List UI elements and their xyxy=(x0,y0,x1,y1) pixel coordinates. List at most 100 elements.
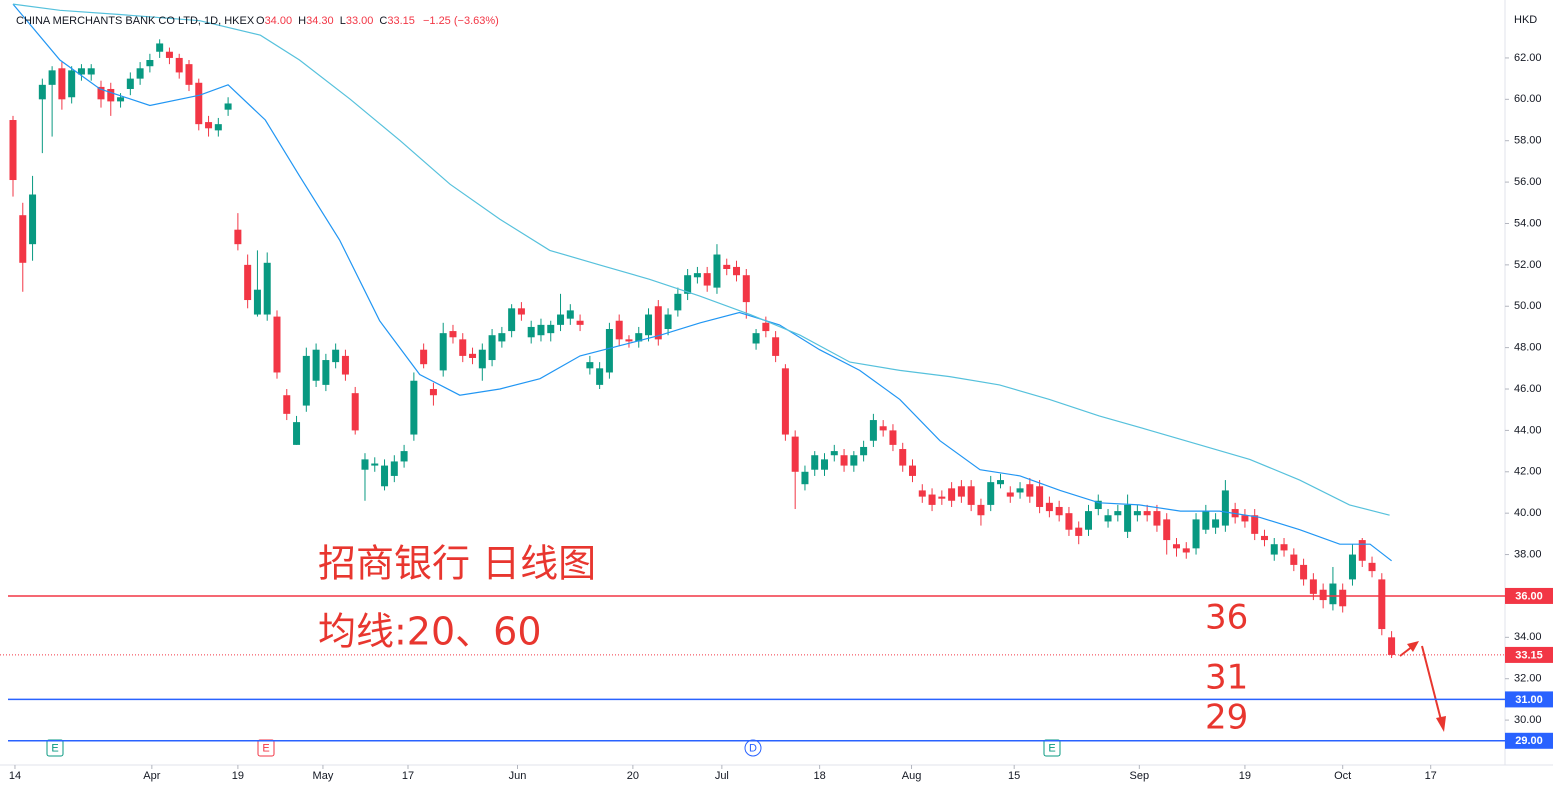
candle-body xyxy=(185,64,193,85)
x-tick-label: Oct xyxy=(1334,770,1351,782)
candle-body xyxy=(772,337,780,356)
candle-body xyxy=(977,504,985,516)
candle-body xyxy=(918,490,926,497)
candle-body xyxy=(1133,511,1141,516)
price-label-box xyxy=(1505,646,1553,663)
event-markers: E E D E xyxy=(46,739,1061,757)
candle-body xyxy=(87,68,95,75)
annotation: 均线:20、60 xyxy=(318,610,542,654)
y-tick-label: 42.00 xyxy=(1514,466,1542,478)
candle-body xyxy=(1016,488,1024,493)
candle-body xyxy=(791,436,799,472)
candle-body xyxy=(821,459,829,470)
candle-body xyxy=(957,486,965,497)
arrow-head xyxy=(1407,641,1419,652)
candle-body xyxy=(664,314,672,330)
candle-body xyxy=(1339,589,1347,607)
candle-body xyxy=(1251,515,1259,534)
y-tick-label: 30.00 xyxy=(1514,714,1542,726)
candle-body xyxy=(625,339,633,342)
candle-body xyxy=(517,308,525,315)
candle-body xyxy=(146,60,154,67)
chart-title: CHINA MERCHANTS BANK CO LTD, 1D, HKEX xyxy=(16,15,255,27)
candle-body xyxy=(840,455,848,466)
candle-body xyxy=(566,310,574,319)
candle-body xyxy=(547,324,555,334)
candle-body xyxy=(1241,515,1249,522)
x-tick-label: Sep xyxy=(1130,770,1150,782)
price-label: 31.00 xyxy=(1515,694,1543,706)
x-tick-label: Aug xyxy=(902,770,922,782)
event-marker xyxy=(744,739,762,757)
candle-body xyxy=(410,380,418,435)
y-tick-label: 50.00 xyxy=(1514,300,1542,312)
candle-body xyxy=(420,349,428,365)
candle-body xyxy=(293,422,301,445)
candle-body xyxy=(1084,511,1092,530)
candle-body xyxy=(312,349,320,381)
x-tick-label: 17 xyxy=(402,770,414,782)
candle-body xyxy=(1192,519,1200,549)
candle-body xyxy=(1280,544,1288,551)
candle-body xyxy=(938,496,946,499)
event-marker xyxy=(46,739,64,757)
event-label: E xyxy=(262,742,269,754)
candle-body xyxy=(576,320,584,325)
candle-body xyxy=(1388,637,1396,655)
candle-body xyxy=(381,465,389,487)
candle-body xyxy=(429,389,437,396)
ohlc-legend: O34.00 H34.30 L33.00 C33.15 −1.25 (−3.63… xyxy=(256,15,499,27)
candle-body xyxy=(1026,484,1034,497)
candle-body xyxy=(752,333,760,344)
candle-body xyxy=(1006,492,1014,497)
candle-body xyxy=(1114,511,1122,516)
legend-key: L xyxy=(340,15,346,27)
candle-body xyxy=(948,488,956,501)
candle-body xyxy=(889,430,897,445)
candle-body xyxy=(674,293,682,311)
candle-body xyxy=(263,262,271,315)
candle-body xyxy=(371,463,379,466)
candle-body xyxy=(899,449,907,466)
candle-body xyxy=(273,316,281,373)
x-tick-label: 18 xyxy=(813,770,825,782)
legend-value: 33.00 xyxy=(346,15,374,27)
price-label: 36.00 xyxy=(1515,590,1543,602)
candle-body xyxy=(469,353,477,358)
candle-body xyxy=(126,78,134,89)
candle-body xyxy=(1348,554,1356,580)
y-tick-label: 62.00 xyxy=(1514,52,1542,64)
candle-body xyxy=(498,333,506,342)
annotation: 招商银行 日线图 xyxy=(318,542,596,586)
candle-body xyxy=(1045,502,1053,512)
y-tick-label: 32.00 xyxy=(1514,673,1542,685)
candle-body xyxy=(29,194,37,245)
annotation: 31 xyxy=(1205,658,1248,698)
candle-body xyxy=(1104,515,1112,522)
moving-average-line xyxy=(12,3,1390,516)
candle-body xyxy=(811,455,819,470)
candle-body xyxy=(322,360,330,385)
candle-body xyxy=(909,465,917,476)
annotation: 29 xyxy=(1205,698,1248,738)
candle-body xyxy=(1212,519,1220,528)
candle-body xyxy=(478,349,486,369)
price-label-box xyxy=(1505,691,1553,708)
y-tick-label: 56.00 xyxy=(1514,176,1542,188)
event-label: E xyxy=(51,742,58,754)
y-axis-label: HKD xyxy=(1514,14,1537,26)
candle-body xyxy=(68,70,76,98)
candle-body xyxy=(733,266,741,276)
y-tick-label: 48.00 xyxy=(1514,342,1542,354)
candle-body xyxy=(781,368,789,435)
x-tick-label: Jul xyxy=(715,770,729,782)
candle-body xyxy=(537,324,545,336)
price-label: 33.15 xyxy=(1515,649,1543,661)
candle-body xyxy=(869,420,877,441)
candle-body xyxy=(1290,554,1298,565)
x-tick-label: Jun xyxy=(509,770,527,782)
x-tick-label: 20 xyxy=(627,770,639,782)
candle-body xyxy=(332,349,340,363)
y-tick-label: 60.00 xyxy=(1514,93,1542,105)
